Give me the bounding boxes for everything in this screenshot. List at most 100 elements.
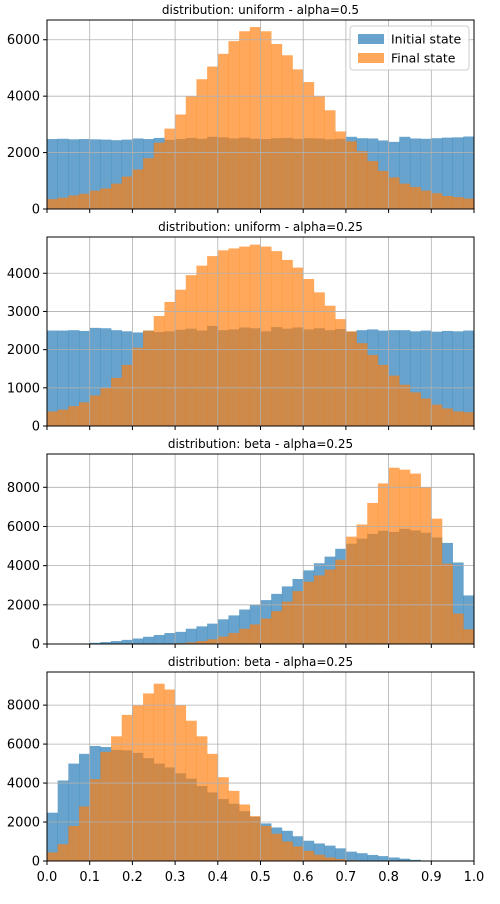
histogram-bar (463, 331, 474, 426)
histogram-bar (186, 629, 197, 644)
histogram-bar (282, 260, 293, 426)
histogram-bar (293, 591, 304, 644)
histogram-bar (196, 79, 207, 209)
x-tick-label: 0.0 (37, 870, 58, 885)
x-tick-label: 0.8 (378, 870, 399, 885)
y-tick-label: 1000 (7, 381, 40, 396)
histogram-bar (250, 624, 261, 644)
histogram-bar (399, 470, 410, 644)
histogram-bar (58, 198, 69, 209)
histogram-bar (463, 199, 474, 209)
histogram-bar (453, 197, 464, 209)
y-tick-label: 0 (32, 203, 40, 218)
histogram-bar (453, 411, 464, 426)
histogram-bar (367, 503, 378, 644)
histogram-bar (410, 474, 421, 644)
legend-label: Initial state (391, 32, 462, 47)
histogram-bar (207, 67, 218, 209)
histogram-bar (164, 302, 175, 426)
histogram-bar (431, 405, 442, 426)
histogram-bar (239, 629, 250, 644)
histogram-bar (154, 635, 165, 644)
histogram-bar (122, 365, 133, 426)
histogram-bar (346, 852, 357, 861)
histogram-bar (261, 31, 272, 209)
histogram-bar (58, 410, 69, 426)
legend-label: Final state (391, 51, 456, 66)
x-tick-label: 0.2 (122, 870, 143, 885)
histogram-bar (218, 250, 229, 426)
histogram-bar (250, 245, 261, 426)
histogram-bar (68, 195, 79, 209)
histogram-bar (100, 188, 111, 209)
histogram-bar (346, 537, 357, 644)
histogram-bar (154, 316, 165, 426)
histogram-bar (47, 411, 58, 426)
legend-swatch (358, 34, 384, 44)
x-tick-label: 0.1 (79, 870, 100, 885)
histogram-bar (282, 55, 293, 209)
histogram-bar (389, 857, 400, 861)
histogram-bar (271, 834, 282, 861)
y-tick-label: 4000 (7, 90, 40, 105)
histogram-bar (282, 602, 293, 644)
subplot-title: distribution: beta - alpha=0.25 (168, 655, 353, 669)
histogram-bar (367, 161, 378, 209)
histogram-bar (132, 348, 143, 426)
histogram-bar (143, 637, 154, 644)
y-tick-label: 0 (32, 855, 40, 870)
histogram-bar (463, 629, 474, 644)
histogram-bar (164, 633, 175, 644)
subplot-title: distribution: uniform - alpha=0.25 (158, 220, 363, 234)
histogram-bar (250, 27, 261, 209)
histogram-bar (378, 171, 389, 209)
histogram-bar (357, 151, 368, 209)
histogram-bar (79, 402, 90, 426)
histogram-bar (239, 804, 250, 861)
x-tick-label: 0.5 (250, 870, 271, 885)
x-tick-label: 1.0 (464, 870, 485, 885)
histogram-bar (410, 392, 421, 426)
histogram-bar (175, 290, 186, 426)
legend-swatch (358, 53, 384, 63)
histogram-bar (453, 614, 464, 644)
histogram-bar (175, 115, 186, 210)
histogram-bar (389, 468, 400, 644)
histogram-bar (335, 319, 346, 426)
histogram-bar (431, 519, 442, 644)
histogram-bar (58, 844, 69, 861)
histogram-bar (175, 632, 186, 644)
histogram-bar (271, 251, 282, 426)
histogram-bar (68, 826, 79, 861)
histogram-bar (79, 194, 90, 209)
histogram-bar (47, 852, 58, 861)
histogram-bar (303, 279, 314, 426)
histogram-bar (79, 806, 90, 861)
y-tick-label: 4000 (7, 777, 40, 792)
histogram-bar (378, 365, 389, 426)
histogram-bar (90, 191, 101, 209)
histogram-bar (378, 483, 389, 644)
histogram-bar (207, 256, 218, 426)
histogram-bar (303, 851, 314, 861)
histogram-bar (218, 777, 229, 861)
histogram-bar (239, 31, 250, 209)
y-tick-label: 6000 (7, 33, 40, 48)
x-tick-label: 0.9 (421, 870, 442, 885)
y-tick-label: 2000 (7, 343, 40, 358)
y-tick-label: 8000 (7, 481, 40, 496)
histogram-bar (431, 193, 442, 209)
histogram-bar (164, 129, 175, 209)
x-tick-label: 0.3 (165, 870, 186, 885)
y-tick-label: 4000 (7, 559, 40, 574)
histogram-bar (143, 158, 154, 209)
histogram-bar (132, 170, 143, 209)
histogram-bar (228, 41, 239, 209)
histogram-bar (47, 199, 58, 209)
y-tick-label: 6000 (7, 520, 40, 535)
histogram-bar (325, 857, 336, 861)
x-tick-label: 0.7 (336, 870, 357, 885)
histogram-bar (325, 110, 336, 209)
subplot-title: distribution: beta - alpha=0.25 (168, 437, 353, 451)
